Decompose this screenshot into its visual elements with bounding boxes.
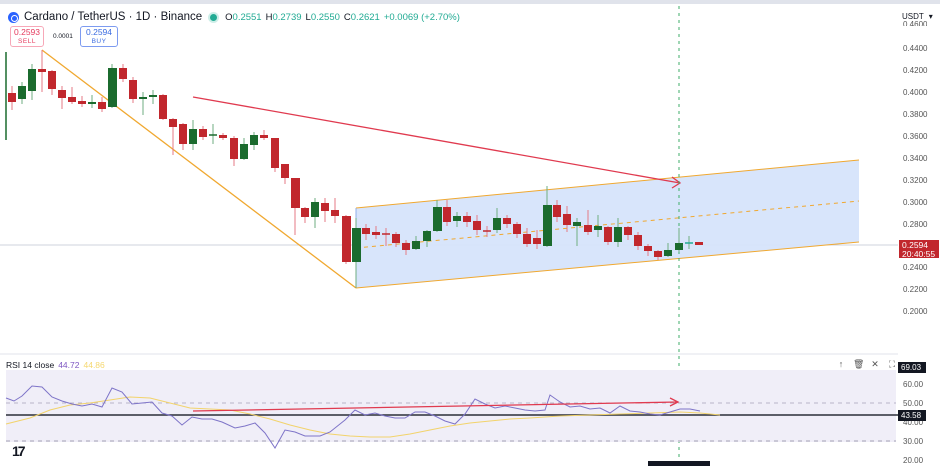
move-up-icon[interactable]: ↑ bbox=[838, 359, 844, 369]
cardano-coin-icon bbox=[8, 11, 19, 23]
maximize-icon[interactable]: ⛶ bbox=[888, 359, 896, 369]
rsi-tick: 40.00 bbox=[903, 418, 924, 427]
change-value: +0.0069 (+2.70%) bbox=[383, 11, 460, 23]
symbol-legend[interactable]: Cardano / TetherUS · 1D · Binance O0.255… bbox=[8, 9, 460, 25]
sell-button[interactable]: 0.2593 SELL bbox=[10, 26, 44, 47]
tradingview-logo[interactable]: 17 bbox=[12, 443, 26, 459]
price-arrow-head bbox=[671, 176, 682, 189]
price-tick: 0.3800 bbox=[903, 110, 928, 119]
sell-label: SELL bbox=[18, 37, 36, 45]
channel-upper[interactable] bbox=[355, 159, 860, 209]
buy-label: BUY bbox=[91, 37, 107, 45]
market-open-icon bbox=[210, 13, 218, 21]
symbol-title[interactable]: Cardano / TetherUS · 1D · Binance bbox=[24, 11, 203, 23]
low-key: L bbox=[305, 11, 311, 23]
price-tick: 0.4200 bbox=[903, 66, 928, 75]
high-key: H bbox=[265, 11, 273, 23]
chevron-down-icon: ▾ bbox=[928, 12, 933, 21]
current-price: 0.2594 bbox=[902, 240, 928, 250]
candles bbox=[8, 50, 703, 288]
rsi-arrow-head bbox=[669, 397, 680, 407]
buy-button[interactable]: 0.2594 BUY bbox=[80, 26, 118, 47]
channel-lower[interactable] bbox=[355, 241, 860, 289]
rsi-tick: 60.00 bbox=[903, 380, 924, 389]
rsi-tick: 20.00 bbox=[903, 456, 924, 465]
rsi-ma-line bbox=[5, 396, 721, 438]
rsi-high-tag: 69.03 bbox=[898, 362, 926, 373]
currency-selector[interactable]: USDT ▾ bbox=[902, 12, 933, 21]
high-value: 0.2739 bbox=[272, 11, 302, 23]
sell-price: 0.2593 bbox=[14, 26, 40, 37]
rsi-pane-tools: ↑ 🗑 ✕ ⛶ bbox=[836, 358, 897, 370]
rsi-ma-value: 44.86 bbox=[83, 360, 105, 370]
price-tick: 0.3200 bbox=[903, 176, 928, 185]
rsi-title: RSI 14 close bbox=[6, 360, 55, 370]
price-tick: 0.3400 bbox=[903, 154, 928, 163]
low-value: 0.2550 bbox=[310, 11, 340, 23]
top-border bbox=[0, 0, 940, 4]
current-price-tag: 0.2594 20:40:55 bbox=[899, 240, 939, 258]
price-tick: 0.2000 bbox=[903, 307, 928, 316]
rsi-current-tag: 43.58 bbox=[898, 410, 926, 421]
price-tick: 0.3600 bbox=[903, 132, 928, 141]
currency-label: USDT bbox=[902, 12, 924, 21]
trash-icon[interactable]: 🗑 bbox=[853, 359, 865, 369]
buy-price: 0.2594 bbox=[86, 26, 112, 37]
rsi-line bbox=[5, 385, 701, 449]
open-value: 0.2551 bbox=[232, 11, 262, 23]
price-tick: 0.2400 bbox=[903, 263, 928, 272]
rsi-legend[interactable]: RSI 14 close 44.72 44.86 bbox=[6, 360, 105, 370]
price-tick: 0.2200 bbox=[903, 285, 928, 294]
time-axis-tag bbox=[648, 461, 710, 466]
close-value: 0.2621 bbox=[350, 11, 380, 23]
trendline-orange[interactable] bbox=[41, 49, 357, 289]
parallel-channel[interactable] bbox=[356, 160, 859, 288]
open-key: O bbox=[225, 11, 233, 23]
rsi-tick: 50.00 bbox=[903, 399, 924, 408]
price-tick: 0.4600 bbox=[903, 20, 928, 26]
price-tick: 0.4000 bbox=[903, 88, 928, 97]
close-key: C bbox=[343, 11, 351, 23]
rsi-value: 44.72 bbox=[58, 360, 80, 370]
ohlc-values: O0.2551 H0.2739 L0.2550 C0.2621 +0.0069 … bbox=[225, 12, 460, 23]
rsi-tick: 30.00 bbox=[903, 437, 924, 446]
close-icon[interactable]: ✕ bbox=[871, 359, 879, 369]
price-tick: 0.3000 bbox=[903, 198, 928, 207]
bar-countdown: 20:40:55 bbox=[902, 248, 936, 259]
price-tick: 0.4400 bbox=[903, 44, 928, 53]
spread-value: 0.0001 bbox=[53, 33, 73, 40]
price-tick: 0.2800 bbox=[903, 220, 928, 229]
rsi-arrow[interactable] bbox=[192, 401, 679, 412]
price-arrow[interactable] bbox=[192, 96, 681, 184]
